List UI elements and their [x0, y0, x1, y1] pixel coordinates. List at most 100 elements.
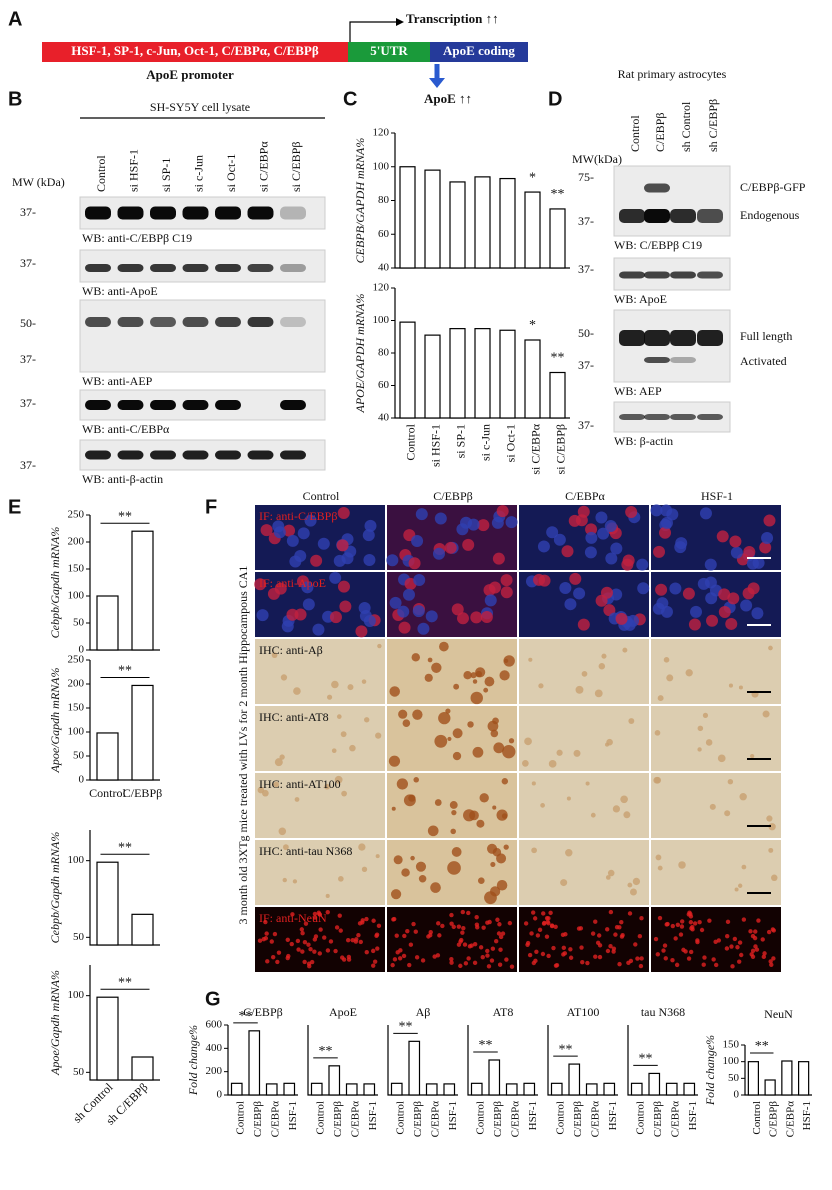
mw-marker: 50-: [578, 326, 594, 340]
bar: [131, 1056, 154, 1081]
row-label: IF: anti-C/EBPβ: [259, 509, 337, 523]
bar: [499, 329, 516, 419]
row-label: IF: anti-ApoE: [259, 576, 326, 590]
cell: [304, 514, 317, 527]
cell: [597, 527, 610, 540]
cell: [701, 962, 706, 967]
cell: [538, 683, 544, 689]
y-tick-label: 120: [373, 282, 390, 294]
cell: [750, 948, 756, 954]
bar: [603, 1082, 616, 1096]
cell: [537, 927, 543, 933]
cell: [501, 778, 509, 785]
cell: [486, 964, 492, 969]
cell: [546, 921, 551, 926]
y-tick-label: 50: [728, 1072, 740, 1084]
mw-marker: 37-: [20, 256, 36, 270]
cell: [485, 948, 490, 954]
cell: [637, 582, 650, 595]
y-axis-label: Fold change%: [703, 1035, 717, 1106]
bar: [781, 1060, 793, 1096]
cell: [607, 869, 615, 877]
bar: [96, 996, 119, 1081]
mw-marker: 37-: [20, 458, 36, 472]
cell: [590, 812, 596, 818]
cell: [690, 605, 703, 618]
cell: [729, 535, 742, 548]
band: [85, 450, 111, 460]
mw-marker: 50-: [20, 316, 36, 330]
blot-caption: WB: anti-β-actin: [82, 472, 163, 486]
cell: [393, 855, 403, 865]
cell: [675, 537, 688, 550]
band: [182, 206, 209, 220]
cell: [463, 809, 476, 822]
cell: [565, 849, 573, 857]
cell: [466, 910, 471, 916]
cell: [317, 537, 330, 550]
x-tick-label: Control: [554, 1101, 566, 1135]
y-tick-label: 600: [206, 1019, 223, 1031]
band: [644, 414, 670, 420]
panel-label: E: [8, 496, 21, 518]
cell: [537, 540, 550, 553]
cell: [716, 938, 722, 943]
cell: [718, 605, 731, 618]
cell: [358, 601, 371, 614]
cell: [688, 618, 701, 631]
cell: [579, 945, 584, 950]
cell: [358, 843, 366, 851]
cell: [619, 920, 624, 925]
bar: [345, 1083, 358, 1096]
cell: [561, 952, 566, 957]
cell: [263, 919, 268, 925]
y-tick-label: 60: [378, 379, 390, 391]
cell: [636, 558, 649, 571]
cell: [339, 600, 352, 613]
chart-title: AT100: [567, 1005, 600, 1019]
bar: [665, 1082, 678, 1096]
bar: [474, 176, 491, 269]
bar: [488, 1059, 501, 1096]
cell: [317, 951, 322, 956]
cell: [264, 931, 269, 936]
cell: [349, 744, 356, 752]
band: [280, 450, 306, 460]
x-tick-label: C/EBPα: [429, 1101, 441, 1138]
band: [150, 450, 176, 460]
cell: [436, 921, 441, 926]
cell: [750, 954, 756, 960]
cell: [363, 615, 376, 628]
bar: [523, 1082, 536, 1096]
bar: [449, 328, 466, 419]
cell: [479, 793, 489, 803]
y-tick-label: 250: [68, 509, 85, 521]
cell: [771, 874, 778, 882]
x-tick-label: si C/EBPα: [528, 423, 542, 474]
cell: [447, 736, 452, 741]
cell: [551, 945, 556, 951]
cell: [628, 718, 635, 724]
cell: [580, 959, 585, 965]
cell: [413, 777, 419, 783]
cell: [725, 617, 738, 630]
significance: **: [239, 1009, 253, 1024]
cell: [620, 795, 628, 804]
cell: [322, 935, 327, 940]
cell: [736, 959, 742, 964]
x-tick-label: C/EBPα: [784, 1101, 796, 1138]
cell: [289, 941, 294, 947]
cell: [333, 554, 346, 567]
cell: [639, 956, 644, 961]
cell: [306, 942, 311, 947]
cell: [451, 924, 456, 930]
cell: [732, 936, 738, 942]
cell: [377, 643, 382, 649]
cell: [463, 671, 472, 680]
x-tick-label: Control: [89, 786, 126, 800]
cell: [490, 946, 496, 951]
blot-caption: WB: C/EBPβ C19: [614, 238, 702, 252]
micrograph: [651, 706, 781, 771]
cell: [522, 760, 529, 767]
cell: [564, 598, 577, 611]
